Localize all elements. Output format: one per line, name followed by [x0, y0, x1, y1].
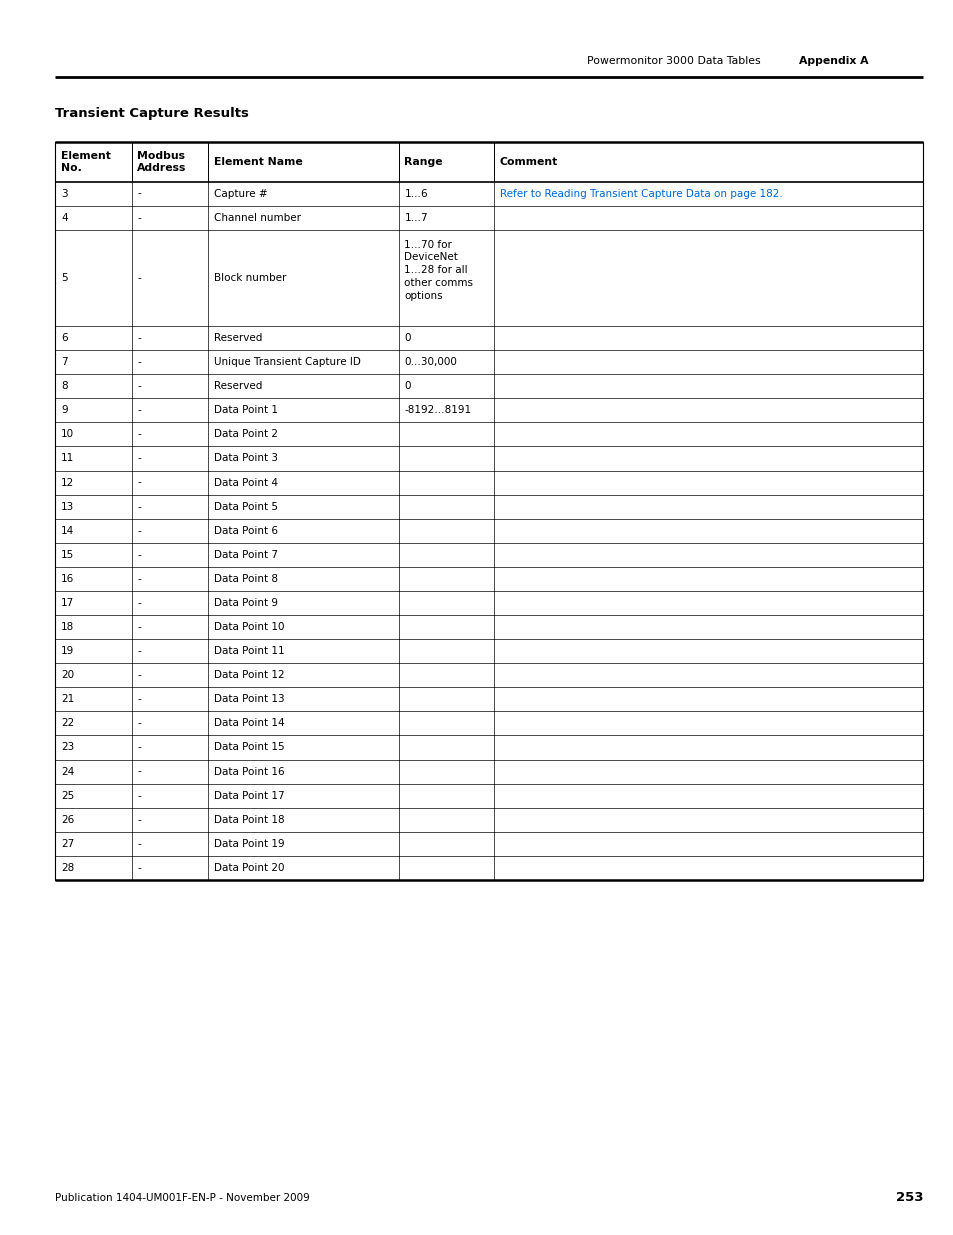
Text: -: - — [137, 694, 141, 704]
Text: Data Point 3: Data Point 3 — [213, 453, 277, 463]
Text: Block number: Block number — [213, 273, 286, 283]
Text: 23: 23 — [61, 742, 74, 752]
Text: 26: 26 — [61, 815, 74, 825]
Text: Data Point 19: Data Point 19 — [213, 839, 284, 848]
Text: 20: 20 — [61, 671, 74, 680]
Text: -: - — [137, 839, 141, 848]
Text: -: - — [137, 598, 141, 608]
Text: Data Point 13: Data Point 13 — [213, 694, 284, 704]
Text: -: - — [137, 453, 141, 463]
Text: Reserved: Reserved — [213, 382, 262, 391]
Text: Element Name: Element Name — [213, 157, 302, 167]
Text: -: - — [137, 273, 141, 283]
Text: 15: 15 — [61, 550, 74, 559]
Text: Data Point 2: Data Point 2 — [213, 430, 277, 440]
Text: Data Point 10: Data Point 10 — [213, 622, 284, 632]
Text: 11: 11 — [61, 453, 74, 463]
Text: Modbus
Address: Modbus Address — [137, 151, 187, 173]
Text: 19: 19 — [61, 646, 74, 656]
Text: Refer to Reading Transient Capture Data on page 182.: Refer to Reading Transient Capture Data … — [499, 189, 781, 199]
Text: -: - — [137, 790, 141, 800]
Text: -: - — [137, 671, 141, 680]
Text: -: - — [137, 405, 141, 415]
Text: Powermonitor 3000 Data Tables: Powermonitor 3000 Data Tables — [586, 56, 760, 65]
Text: Data Point 1: Data Point 1 — [213, 405, 277, 415]
Text: Reserved: Reserved — [213, 333, 262, 343]
Text: -: - — [137, 526, 141, 536]
Text: 1…6: 1…6 — [404, 189, 428, 199]
Text: 9: 9 — [61, 405, 68, 415]
Text: 12: 12 — [61, 478, 74, 488]
Text: Capture #: Capture # — [213, 189, 267, 199]
Text: 13: 13 — [61, 501, 74, 511]
Text: 21: 21 — [61, 694, 74, 704]
Text: -: - — [137, 767, 141, 777]
Text: -: - — [137, 815, 141, 825]
Text: Data Point 6: Data Point 6 — [213, 526, 277, 536]
Text: 5: 5 — [61, 273, 68, 283]
Text: -8192…8191: -8192…8191 — [404, 405, 471, 415]
Text: 1…7: 1…7 — [404, 212, 428, 222]
Text: -: - — [137, 501, 141, 511]
Text: -: - — [137, 357, 141, 367]
Text: Data Point 4: Data Point 4 — [213, 478, 277, 488]
Text: 253: 253 — [895, 1192, 923, 1204]
Text: -: - — [137, 574, 141, 584]
Text: Data Point 17: Data Point 17 — [213, 790, 284, 800]
Text: Data Point 16: Data Point 16 — [213, 767, 284, 777]
Text: -: - — [137, 430, 141, 440]
Text: Comment: Comment — [499, 157, 558, 167]
Text: Data Point 9: Data Point 9 — [213, 598, 277, 608]
Text: -: - — [137, 719, 141, 729]
Text: Data Point 5: Data Point 5 — [213, 501, 277, 511]
Text: Data Point 14: Data Point 14 — [213, 719, 284, 729]
Text: 24: 24 — [61, 767, 74, 777]
Text: 7: 7 — [61, 357, 68, 367]
Text: Data Point 11: Data Point 11 — [213, 646, 284, 656]
Text: -: - — [137, 863, 141, 873]
Text: 27: 27 — [61, 839, 74, 848]
Text: Transient Capture Results: Transient Capture Results — [55, 107, 249, 120]
Text: 28: 28 — [61, 863, 74, 873]
Text: 22: 22 — [61, 719, 74, 729]
Text: 17: 17 — [61, 598, 74, 608]
Text: Unique Transient Capture ID: Unique Transient Capture ID — [213, 357, 360, 367]
Text: Data Point 18: Data Point 18 — [213, 815, 284, 825]
Text: 3: 3 — [61, 189, 68, 199]
Text: 8: 8 — [61, 382, 68, 391]
Text: 10: 10 — [61, 430, 74, 440]
Text: Element
No.: Element No. — [61, 151, 111, 173]
Text: Data Point 15: Data Point 15 — [213, 742, 284, 752]
Text: 1…70 for
DeviceNet
1…28 for all
other comms
options: 1…70 for DeviceNet 1…28 for all other co… — [404, 240, 473, 301]
Text: 0: 0 — [404, 382, 411, 391]
Text: Appendix A: Appendix A — [799, 56, 868, 65]
Text: Range: Range — [404, 157, 442, 167]
Text: 18: 18 — [61, 622, 74, 632]
Text: -: - — [137, 189, 141, 199]
Text: -: - — [137, 550, 141, 559]
Text: -: - — [137, 646, 141, 656]
Text: 0…30,000: 0…30,000 — [404, 357, 456, 367]
Text: Channel number: Channel number — [213, 212, 300, 222]
Text: -: - — [137, 742, 141, 752]
Text: Data Point 12: Data Point 12 — [213, 671, 284, 680]
Text: Data Point 7: Data Point 7 — [213, 550, 277, 559]
Text: 16: 16 — [61, 574, 74, 584]
Text: Data Point 20: Data Point 20 — [213, 863, 284, 873]
Text: 14: 14 — [61, 526, 74, 536]
Text: -: - — [137, 622, 141, 632]
Text: -: - — [137, 382, 141, 391]
Text: 25: 25 — [61, 790, 74, 800]
Text: -: - — [137, 478, 141, 488]
Text: -: - — [137, 212, 141, 222]
Text: 0: 0 — [404, 333, 411, 343]
Text: Data Point 8: Data Point 8 — [213, 574, 277, 584]
Text: Publication 1404-UM001F-EN-P - November 2009: Publication 1404-UM001F-EN-P - November … — [55, 1193, 310, 1203]
Text: -: - — [137, 333, 141, 343]
Text: 6: 6 — [61, 333, 68, 343]
Text: 4: 4 — [61, 212, 68, 222]
